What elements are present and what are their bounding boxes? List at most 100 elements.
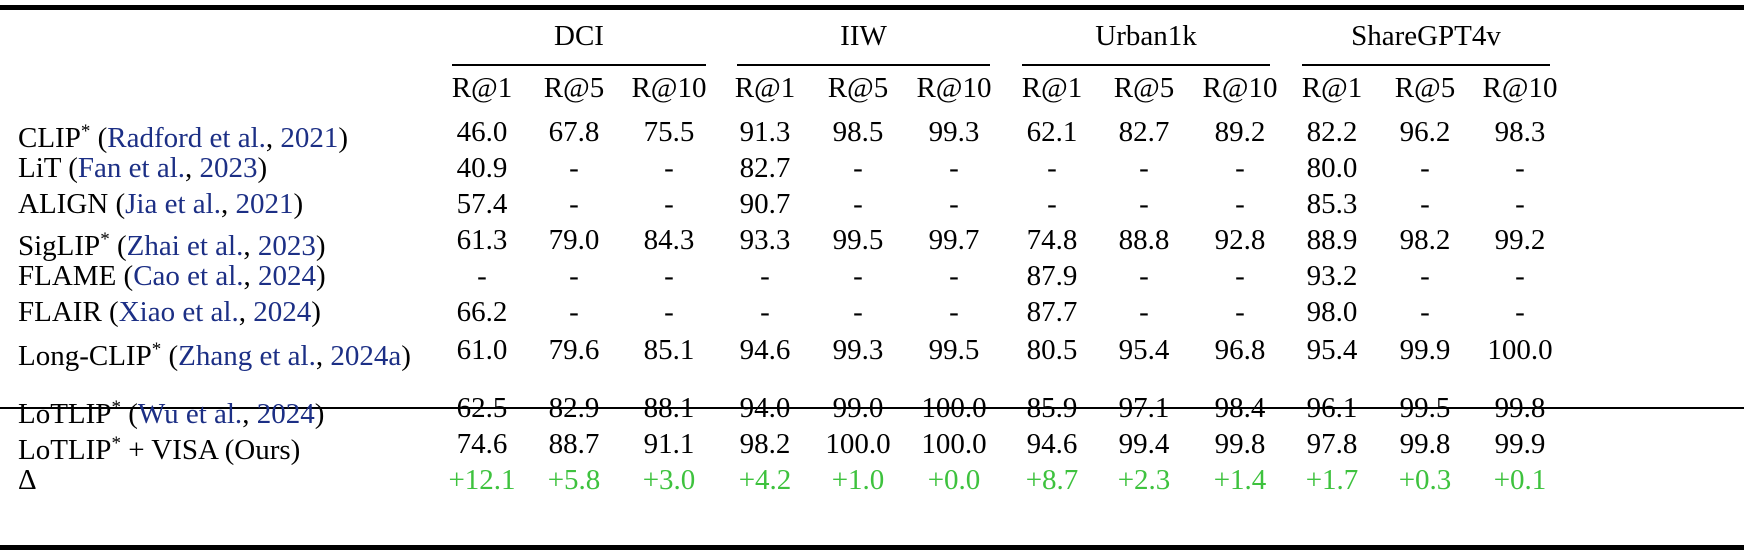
citation-year[interactable]: 2024: [258, 260, 317, 292]
subheader-row: R@1 R@5 R@10 R@1 R@5 R@10 R@1 R@5 R@10 R@1 R@5 R@10: [0, 68, 1744, 108]
table-cell: 99.8: [1214, 428, 1266, 460]
citation-author[interactable]: Cao et al.: [133, 260, 244, 292]
group-header: Urban1k: [1095, 20, 1197, 52]
table-row: FLAIR (Xiao et al., 2024) 66.2 - - - - - 87.7 - -…: [0, 292, 1744, 332]
table-cell: 80.5: [1026, 334, 1078, 366]
citation-author[interactable]: Xiao et al.: [118, 296, 239, 328]
citation-author[interactable]: Jia et al.: [125, 188, 221, 220]
table-cell: 82.9: [548, 392, 600, 424]
table-cell: -: [1235, 296, 1245, 328]
table-cell: -: [760, 296, 770, 328]
table-cell: -: [853, 152, 863, 184]
table-cell: 98.2: [739, 428, 791, 460]
table-cell: -: [664, 152, 674, 184]
citation-year[interactable]: 2024: [256, 398, 315, 430]
table-cell: 93.2: [1306, 260, 1358, 292]
citation-author[interactable]: Zhai et al.: [126, 230, 244, 262]
table-cell: 95.4: [1306, 334, 1358, 366]
group-underline: [1302, 64, 1550, 66]
table-cell: -: [569, 188, 579, 220]
table-cell: -: [569, 296, 579, 328]
table-cell: 82.7: [739, 152, 791, 184]
table-cell: 94.6: [739, 334, 791, 366]
table-cell: 100.0: [921, 392, 987, 424]
model-name: LoTLIP: [18, 434, 112, 466]
table-cell: 96.1: [1306, 392, 1358, 424]
table-cell: 82.2: [1306, 116, 1358, 148]
table-cell: +8.7: [1025, 464, 1079, 496]
table-cell: 85.1: [643, 334, 695, 366]
table-cell: 40.9: [456, 152, 508, 184]
table-cell: +12.1: [448, 464, 516, 496]
table-cell: 84.3: [643, 224, 695, 256]
table-cell: -: [664, 296, 674, 328]
table-cell: 82.7: [1118, 116, 1170, 148]
column-header: R@10: [1202, 72, 1278, 104]
citation-year[interactable]: 2023: [199, 152, 258, 184]
table-cell: 88.7: [548, 428, 600, 460]
model-label: LoTLIP* + VISA (Ours): [18, 424, 301, 466]
table-cell: 66.2: [456, 296, 508, 328]
model-name: ALIGN: [18, 188, 109, 220]
table-cell: 94.6: [1026, 428, 1078, 460]
citation-author[interactable]: Radford et al.: [107, 122, 266, 154]
model-name: LiT: [18, 152, 61, 184]
table-cell: -: [853, 296, 863, 328]
column-header: R@5: [1394, 72, 1456, 104]
citation-author[interactable]: Wu et al.: [137, 398, 243, 430]
table-cell: 57.4: [456, 188, 508, 220]
column-header: R@10: [916, 72, 992, 104]
table-cell: -: [1139, 296, 1149, 328]
table-cell: 99.0: [832, 392, 884, 424]
column-header: R@1: [1301, 72, 1363, 104]
table-cell: -: [1515, 188, 1525, 220]
table-cell: 99.9: [1399, 334, 1451, 366]
citation-year[interactable]: 2021: [280, 122, 339, 154]
table-cell: 97.1: [1118, 392, 1170, 424]
model-label: FLAIR (Xiao et al., 2024): [18, 296, 321, 328]
top-rule: [0, 5, 1744, 10]
table-cell: 80.0: [1306, 152, 1358, 184]
star-marker: *: [100, 229, 110, 250]
table-cell: -: [1139, 260, 1149, 292]
table-cell: 99.2: [1494, 224, 1546, 256]
table-cell: +1.0: [831, 464, 885, 496]
model-label: SigLIP* (Zhai et al., 2023): [18, 229, 326, 262]
table-cell: +0.1: [1493, 464, 1547, 496]
citation-year[interactable]: 2021: [235, 188, 294, 220]
model-suffix: + VISA (Ours): [120, 434, 301, 466]
column-header: R@1: [451, 72, 513, 104]
citation-author[interactable]: Fan et al.: [77, 152, 185, 184]
model-label: ALIGN (Jia et al., 2021): [18, 188, 304, 220]
table-cell: 85.9: [1026, 392, 1078, 424]
delta-label: Δ: [18, 464, 37, 496]
table-cell: 92.8: [1214, 224, 1266, 256]
mid-rule: [0, 407, 1744, 409]
group-underline: [452, 64, 706, 66]
table-cell: -: [1420, 260, 1430, 292]
table-cell: 99.3: [928, 116, 980, 148]
table-row: FLAME (Cao et al., 2024) - - - - - - 87.9 - - 93.2…: [0, 256, 1744, 296]
table-cell: 98.5: [832, 116, 884, 148]
table-cell: 99.8: [1494, 392, 1546, 424]
table-cell: 46.0: [456, 116, 508, 148]
column-header: R@10: [631, 72, 707, 104]
table-cell: 99.7: [928, 224, 980, 256]
citation-year[interactable]: 2023: [257, 230, 316, 262]
table-cell: -: [949, 296, 959, 328]
table-cell: -: [1047, 152, 1057, 184]
table-row: SigLIP* (Zhai et al., 2023) 61.3 79.0 84.3 9…: [0, 220, 1744, 262]
table-cell: 98.2: [1399, 224, 1451, 256]
table-row-delta: Δ +12.1 +5.8 +3.0 +4.2 +1.0 +0.0 +8.7 +2.3 +1.4 +1…: [0, 460, 1744, 500]
table-cell: +0.0: [927, 464, 981, 496]
table-cell: 96.8: [1214, 334, 1266, 366]
model-name: Long-CLIP: [18, 340, 152, 372]
table-cell: +5.8: [547, 464, 601, 496]
table-cell: -: [1047, 188, 1057, 220]
citation-year[interactable]: 2024a: [330, 340, 402, 372]
model-name: FLAME: [18, 260, 117, 292]
citation-year[interactable]: 2024: [253, 296, 312, 328]
table-cell: -: [1515, 260, 1525, 292]
citation-author[interactable]: Zhang et al.: [178, 340, 316, 372]
table-cell: 98.0: [1306, 296, 1358, 328]
